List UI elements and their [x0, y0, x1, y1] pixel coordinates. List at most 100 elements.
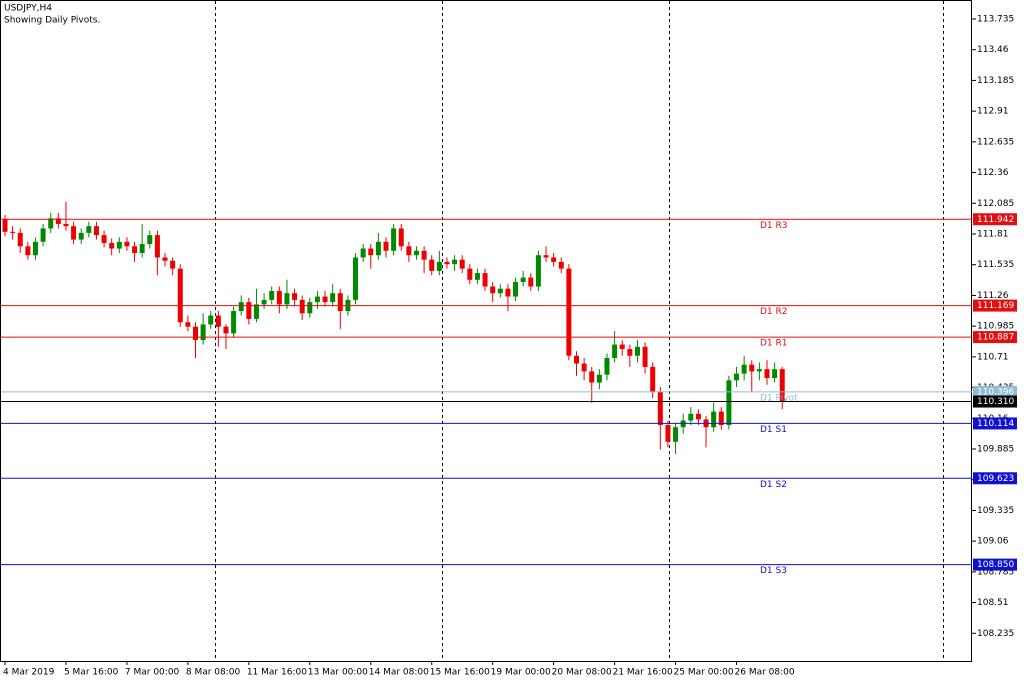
y-tick-label: 108.51: [977, 598, 1009, 608]
candle-body: [177, 268, 183, 323]
x-tick-label: 20 Mar 08:00: [552, 668, 612, 678]
candle-body: [246, 302, 252, 319]
candle-body: [71, 226, 77, 240]
price-box-label: 109.623: [977, 474, 1014, 484]
period-separators: [215, 1, 944, 661]
candle-body: [543, 255, 549, 258]
candle-body: [147, 235, 153, 245]
candle-body: [93, 226, 99, 236]
candle-body: [520, 277, 526, 283]
x-tick-label: 25 Mar 00:00: [674, 668, 734, 678]
candle-body: [10, 231, 16, 233]
candle-body: [17, 232, 23, 247]
candle-body: [535, 255, 541, 287]
candle-body: [627, 349, 633, 356]
candle-body: [756, 369, 762, 372]
candle-body: [566, 268, 572, 356]
candle-body: [695, 413, 701, 420]
candle-body: [253, 304, 259, 319]
candle-body: [261, 299, 267, 305]
candle-body: [604, 357, 610, 375]
candle-body: [734, 373, 740, 381]
candle-body: [772, 369, 778, 379]
candle-body: [452, 259, 458, 265]
candle-body: [551, 257, 557, 262]
x-tick-label: 4 Mar 2019: [3, 668, 55, 678]
plot-frame: [0, 0, 972, 662]
x-tick-label: 11 Mar 16:00: [247, 668, 307, 678]
x-tick-label: 26 Mar 08:00: [735, 668, 795, 678]
y-tick-label: 113.185: [977, 76, 1014, 86]
candle-body: [360, 248, 366, 258]
candle-body: [574, 355, 579, 364]
pivot-label: D1 S1: [760, 425, 787, 435]
price-box: [973, 472, 1017, 485]
candle-body: [490, 286, 496, 294]
candle-body: [40, 228, 46, 242]
y-tick-label: 109.335: [977, 506, 1014, 516]
x-tick-label: 14 Mar 08:00: [369, 668, 429, 678]
candle-body: [634, 346, 640, 356]
candle-body: [314, 296, 320, 303]
price-box: [973, 331, 1017, 344]
candle-body: [2, 219, 8, 232]
price-box-label: 110.887: [977, 333, 1014, 343]
y-tick-label: 108.235: [977, 629, 1014, 639]
candle-body: [619, 344, 625, 350]
pivot-label: D1 R3: [760, 221, 788, 231]
candle-body: [368, 248, 374, 256]
candle-body: [154, 235, 160, 258]
chart-subtitle: Showing Daily Pivots.: [4, 16, 100, 26]
y-tick-label: 109.885: [977, 445, 1014, 455]
y-tick-label: 112.085: [977, 199, 1014, 209]
price-box-label: 108.850: [977, 560, 1014, 570]
x-tick-label: 21 Mar 16:00: [613, 668, 673, 678]
candle-body: [688, 413, 694, 421]
x-tick-label: 13 Mar 00:00: [308, 668, 368, 678]
candle-body: [444, 261, 450, 265]
pivot-label: D1 R1: [760, 339, 788, 349]
chart-title: USDJPY,H4: [4, 4, 52, 14]
candle-body: [497, 288, 503, 294]
candle-body: [436, 261, 442, 271]
y-tick-label: 113.46: [977, 45, 1009, 55]
x-tick-label: 7 Mar 00:00: [125, 668, 180, 678]
y-tick-label: 111.26: [977, 291, 1009, 301]
y-tick-label: 109.06: [977, 537, 1009, 547]
y-tick-label: 113.735: [977, 14, 1014, 24]
price-box: [973, 299, 1017, 312]
price-box-label: 110.396: [977, 387, 1014, 397]
y-tick-label: 112.635: [977, 137, 1014, 147]
candle-body: [124, 241, 130, 247]
candle-body: [474, 273, 480, 280]
candle-body: [284, 293, 290, 305]
price-box: [973, 395, 1017, 408]
candle-body: [55, 218, 61, 224]
candle-body: [223, 326, 229, 334]
candle-body: [596, 374, 602, 383]
candle-body: [718, 411, 724, 425]
y-tick-label: 112.36: [977, 168, 1009, 178]
candle-body: [292, 293, 298, 300]
price-box-label: 111.942: [977, 215, 1014, 225]
candle-body: [78, 232, 84, 240]
candle-body: [406, 246, 412, 256]
candle-body: [421, 250, 427, 260]
candle-body: [63, 223, 69, 227]
candle-body: [749, 364, 755, 372]
candle-body: [185, 322, 191, 327]
candle-body: [375, 241, 381, 256]
price-box-label: 110.114: [977, 419, 1014, 429]
candle-body: [162, 257, 168, 261]
y-tick-label: 111.81: [977, 229, 1009, 239]
price-box: [973, 213, 1017, 226]
candle-body: [269, 290, 275, 300]
x-tick-label: 15 Mar 16:00: [430, 668, 490, 678]
y-tick-label: 111.535: [977, 260, 1014, 270]
candle-body: [215, 315, 221, 327]
candle-body: [726, 380, 732, 425]
candle-body: [86, 226, 92, 233]
candle-body: [558, 261, 564, 269]
candle-body: [25, 246, 31, 256]
